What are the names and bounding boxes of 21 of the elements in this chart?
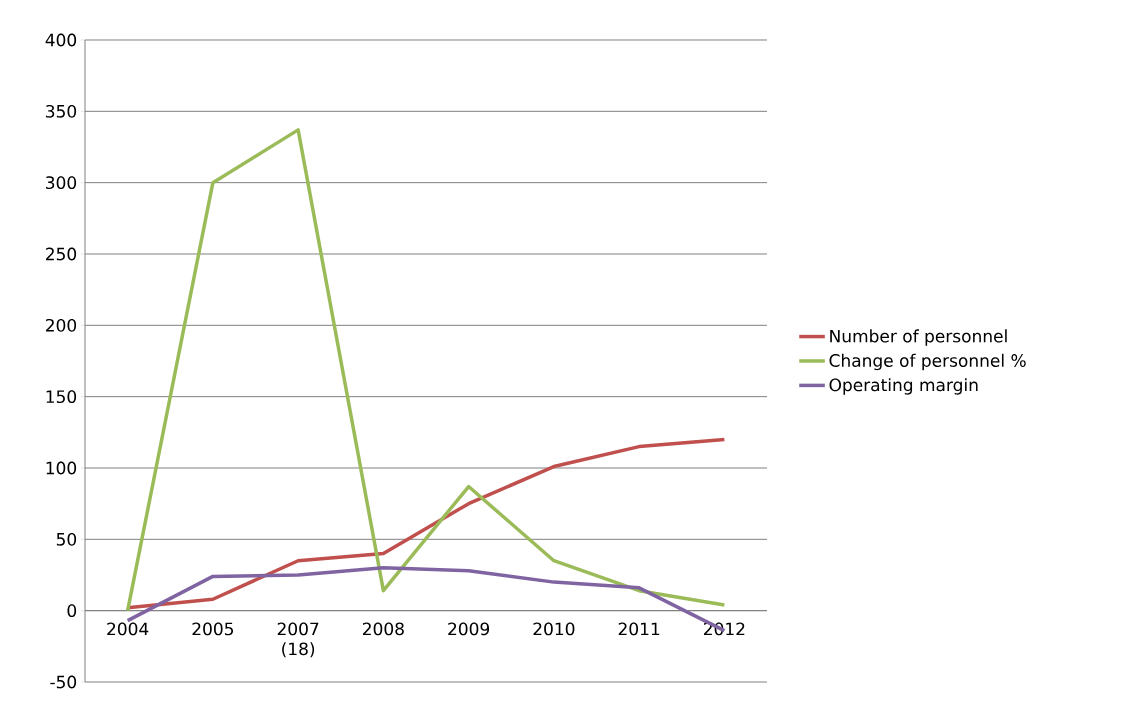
legend-label: Operating margin (829, 378, 978, 395)
y-tick-label: 200 (46, 318, 77, 332)
y-tick-label: 150 (46, 390, 77, 404)
x-tick-label: 2010 (533, 622, 575, 636)
legend-label: Change of personnel % (829, 353, 1026, 371)
y-tick-label: 350 (46, 104, 77, 118)
y-tick-label: 0 (67, 604, 77, 618)
x-tick-label: 2008 (362, 622, 404, 636)
x-tick-label: 2007 (18) (277, 622, 319, 658)
y-tick-label: 400 (45, 33, 77, 47)
x-tick-label: 2009 (448, 622, 490, 636)
x-tick-label: 2011 (618, 622, 660, 636)
legend-label: Number of personnel (830, 329, 1007, 346)
line-series (125, 128, 727, 613)
y-tick-label: 100 (46, 461, 77, 475)
y-tick-label: 300 (46, 176, 77, 190)
y-tick-label: -50 (50, 675, 77, 689)
x-tick-label: 2004 (107, 622, 149, 636)
x-tick-label: 2005 (192, 622, 234, 636)
y-tick-label: 250 (46, 247, 77, 261)
y-tick-label: 50 (56, 532, 77, 546)
